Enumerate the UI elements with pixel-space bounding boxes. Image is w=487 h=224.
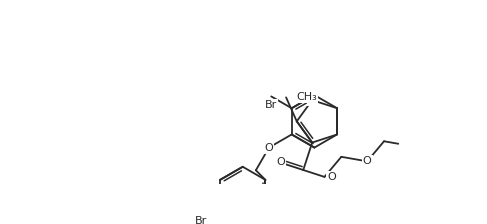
Text: CH₃: CH₃ <box>296 92 317 102</box>
Text: O: O <box>264 142 273 153</box>
Text: O: O <box>363 156 372 166</box>
Text: O: O <box>308 95 317 105</box>
Text: Br: Br <box>265 100 278 110</box>
Text: O: O <box>277 157 285 167</box>
Text: Br: Br <box>195 216 207 224</box>
Text: O: O <box>327 172 336 182</box>
